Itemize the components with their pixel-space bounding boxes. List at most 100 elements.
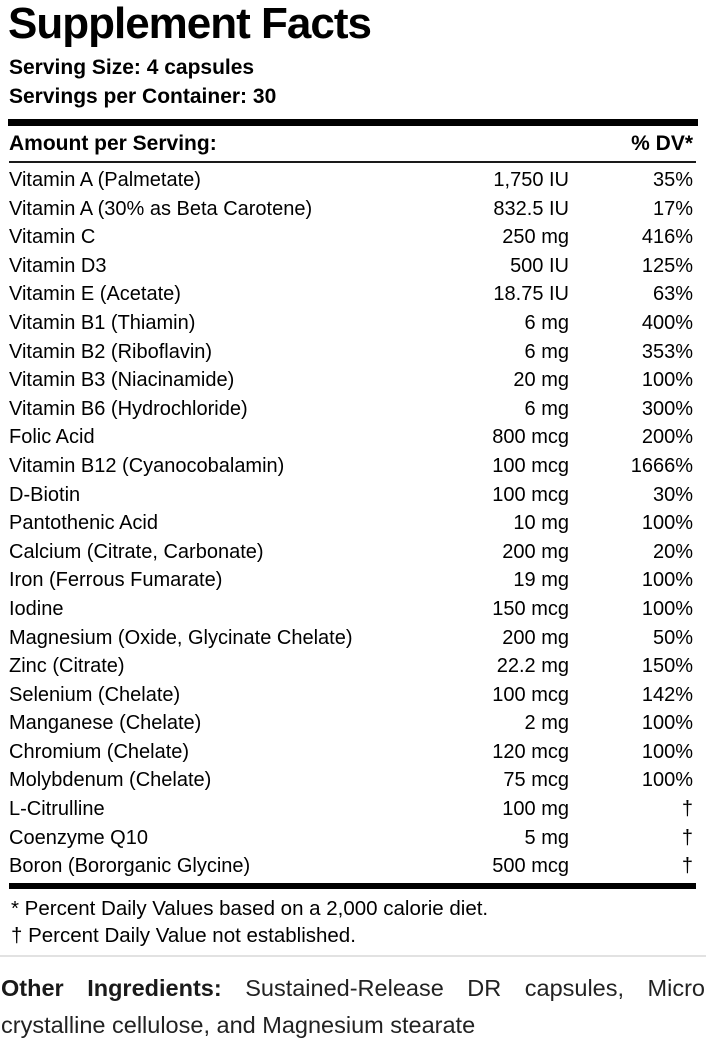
ingredient-dv: 200%: [641, 426, 693, 449]
ingredient-dv: 17%: [652, 197, 693, 220]
table-row: Folic Acid 800 mcg 200%: [9, 423, 693, 452]
table-row: Pantothenic Acid 10 mg 100%: [9, 509, 693, 538]
ingredient-dv: †: [681, 798, 693, 821]
ingredient-amount: 800 mcg: [492, 426, 569, 449]
ingredient-name: Magnesium (Oxide, Glycinate Chelate): [9, 626, 353, 649]
table-row: Selenium (Chelate) 100 mcg 142%: [9, 681, 693, 710]
ingredient-dv: 20%: [652, 540, 693, 563]
table-row: Iodine 150 mcg 100%: [9, 595, 693, 624]
ingredient-dv: 125%: [641, 254, 693, 277]
table-row: Vitamin D3 500 IU 125%: [9, 252, 693, 281]
ingredient-amount: 500 mcg: [492, 855, 569, 878]
ingredient-amount: 10 mg: [513, 512, 569, 535]
ingredient-amount: 100 mcg: [492, 683, 569, 706]
ingredient-dv: 100%: [641, 712, 693, 735]
ingredient-amount: 100 mcg: [492, 483, 569, 506]
table-row: Vitamin C 250 mg 416%: [9, 223, 693, 252]
ingredient-name: Iodine: [9, 597, 64, 620]
ingredient-dv: 100%: [641, 597, 693, 620]
ingredient-amount: 20 mg: [513, 369, 569, 392]
ingredient-dv: 30%: [652, 483, 693, 506]
ingredient-amount: 200 mg: [502, 540, 569, 563]
serving-size: Serving Size: 4 capsules: [9, 56, 255, 79]
ingredient-amount: 1,750 IU: [493, 169, 569, 191]
ingredient-dv: 300%: [641, 397, 693, 420]
divider-thick-bottom: [9, 882, 696, 889]
other-ingredients: Other Ingredients: Sustained-Release DR …: [0, 970, 706, 1044]
table-row: Magnesium (Oxide, Glycinate Chelate) 200…: [9, 624, 693, 653]
ingredient-name: L-Citrulline: [9, 798, 105, 821]
ingredient-name: Coenzyme Q10: [9, 826, 148, 849]
ingredient-dv: 400%: [641, 311, 693, 334]
servings-per-container: Servings per Container: 30: [9, 85, 277, 108]
ingredient-dv: †: [681, 855, 693, 878]
ingredient-dv: 353%: [641, 340, 693, 363]
ingredient-name: Selenium (Chelate): [9, 683, 181, 706]
ingredient-dv: 50%: [652, 626, 693, 649]
table-row: L-Citrulline 100 mg †: [9, 795, 693, 824]
ingredient-amount: 500 IU: [510, 254, 569, 277]
ingredient-name: Vitamin B1 (Thiamin): [9, 311, 196, 334]
table-row: Vitamin B12 (Cyanocobalamin) 100 mcg 166…: [9, 452, 693, 481]
ingredient-name: Boron (Bororganic Glycine): [9, 855, 251, 878]
table-row: Vitamin A (Palmetate) 1,750 IU 35%: [9, 166, 693, 195]
table-row: Vitamin B3 (Niacinamide) 20 mg 100%: [9, 366, 693, 395]
ingredient-dv: 100%: [641, 512, 693, 535]
footnote-daily-values: * Percent Daily Values based on a 2,000 …: [11, 896, 489, 920]
table-row: Vitamin B1 (Thiamin) 6 mg 400%: [9, 309, 693, 338]
table-row: Iron (Ferrous Fumarate) 19 mg 100%: [9, 566, 693, 595]
ingredient-name: Folic Acid: [9, 426, 95, 449]
ingredient-amount: 120 mcg: [492, 740, 569, 763]
serving-info: Serving Size: 4 capsules Servings per Co…: [0, 47, 706, 111]
other-ingredients-label: Other Ingredients:: [1, 974, 222, 1001]
ingredient-amount: 100 mcg: [492, 454, 569, 477]
ingredient-amount: 832.5 IU: [493, 197, 569, 220]
divider-thick-top: [8, 119, 698, 126]
ingredient-name: Manganese (Chelate): [9, 712, 202, 735]
table-row: Boron (Bororganic Glycine) 500 mcg †: [9, 852, 693, 881]
ingredient-name: Vitamin B3 (Niacinamide): [9, 369, 235, 392]
ingredient-dv: 100%: [641, 569, 693, 592]
footnotes: * Percent Daily Values based on a 2,000 …: [0, 889, 706, 949]
footnote-not-established: † Percent Daily Value not established.: [11, 923, 356, 947]
ingredient-dv: 100%: [641, 369, 693, 392]
ingredient-amount: 75 mcg: [503, 769, 569, 792]
ingredient-amount: 19 mg: [513, 569, 569, 592]
facts-rows: Vitamin A (Palmetate) 1,750 IU 35% Vitam…: [0, 163, 706, 881]
ingredient-amount: 6 mg: [524, 340, 569, 363]
ingredient-amount: 100 mg: [502, 798, 569, 821]
table-row: Calcium (Citrate, Carbonate) 200 mg 20%: [9, 538, 693, 567]
divider-light: [0, 954, 706, 957]
ingredient-dv: 100%: [641, 740, 693, 763]
ingredient-name: Zinc (Citrate): [9, 655, 125, 678]
amount-per-serving-header: Amount per Serving:: [9, 132, 217, 155]
ingredient-name: Molybdenum (Chelate): [9, 769, 212, 792]
ingredient-name: Vitamin B2 (Riboflavin): [9, 340, 213, 363]
ingredient-amount: 6 mg: [524, 311, 569, 334]
table-row: Vitamin A (30% as Beta Carotene) 832.5 I…: [9, 195, 693, 224]
ingredient-dv: 63%: [652, 283, 693, 306]
ingredient-name: D-Biotin: [9, 483, 81, 506]
ingredient-dv: 100%: [641, 769, 693, 792]
ingredient-name: Calcium (Citrate, Carbonate): [9, 540, 264, 563]
table-row: Chromium (Chelate) 120 mcg 100%: [9, 738, 693, 767]
ingredient-amount: 22.2 mg: [496, 655, 569, 678]
table-row: Vitamin B2 (Riboflavin) 6 mg 353%: [9, 338, 693, 367]
ingredient-name: Vitamin B12 (Cyanocobalamin): [9, 454, 285, 477]
ingredient-dv: 416%: [641, 226, 693, 249]
ingredient-amount: 250 mg: [502, 226, 569, 249]
ingredient-name: Iron (Ferrous Fumarate): [9, 569, 223, 592]
divider-header-bottom: [9, 161, 696, 163]
ingredient-amount: 2 mg: [524, 712, 569, 735]
ingredient-amount: 18.75 IU: [493, 283, 569, 306]
ingredient-name: Vitamin E (Acetate): [9, 283, 181, 306]
ingredient-amount: 6 mg: [524, 397, 569, 420]
ingredient-name: Chromium (Chelate): [9, 740, 190, 763]
table-row: Zinc (Citrate) 22.2 mg 150%: [9, 652, 693, 681]
ingredient-amount: 150 mcg: [492, 597, 569, 620]
table-row: Coenzyme Q10 5 mg †: [9, 824, 693, 853]
ingredient-name: Vitamin A (30% as Beta Carotene): [9, 197, 313, 220]
ingredient-amount: 5 mg: [524, 826, 569, 849]
table-header-row: Amount per Serving: % DV*: [0, 126, 706, 161]
